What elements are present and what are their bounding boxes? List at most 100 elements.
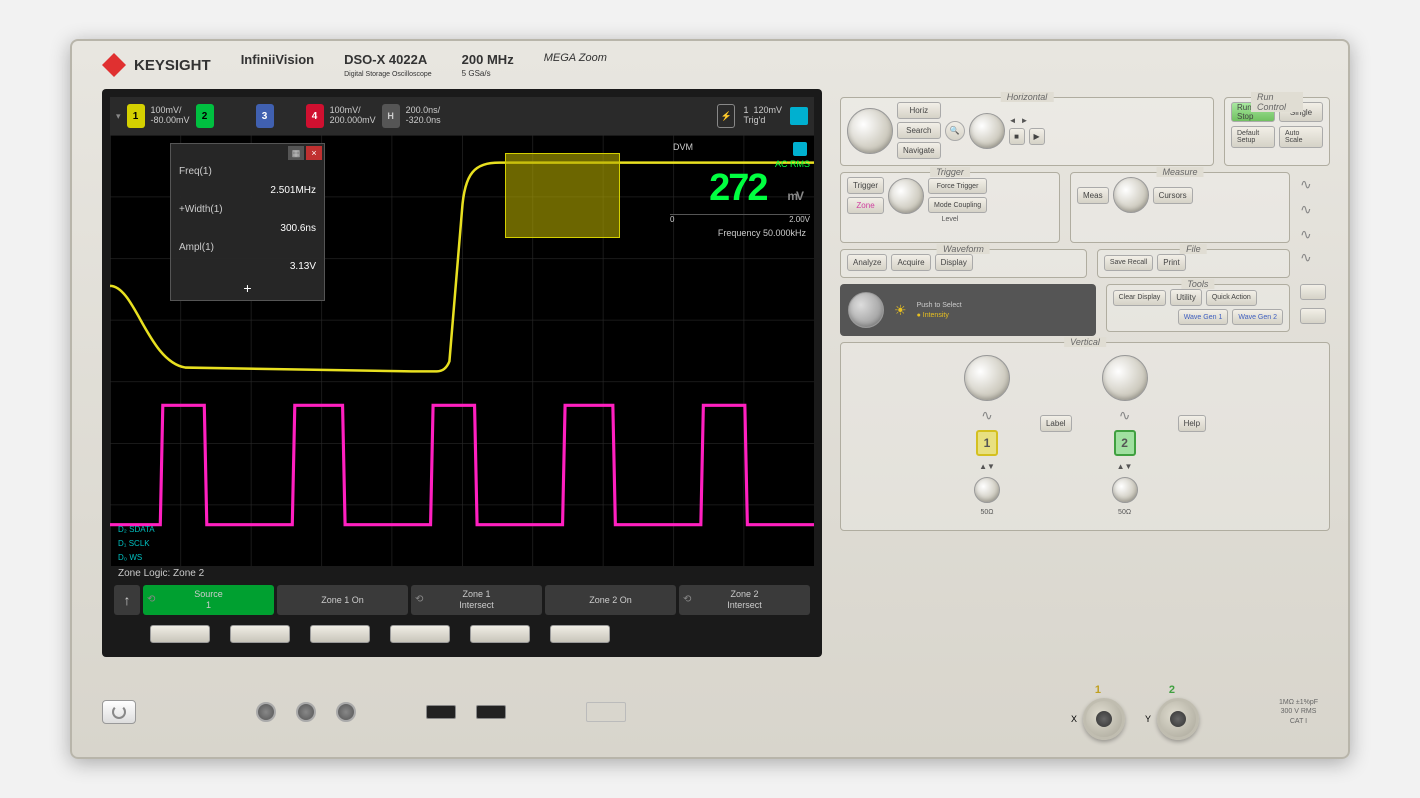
intensity-knob[interactable]	[848, 292, 884, 328]
softkey-zone2-on[interactable]: Zone 2 On	[545, 585, 676, 615]
cursors-button[interactable]: Cursors	[1153, 187, 1193, 204]
y-label: Y	[1145, 714, 1151, 724]
mode-coupling-button[interactable]: Mode Coupling	[928, 197, 987, 213]
zone-button[interactable]: Zone	[847, 197, 884, 214]
horiz-badge[interactable]: H	[382, 104, 400, 128]
ch1-scale-knob[interactable]	[964, 355, 1010, 401]
aux-button[interactable]	[1300, 308, 1326, 324]
meas-add-button[interactable]: +	[171, 276, 324, 300]
wave-icon: ∿	[981, 407, 993, 424]
ch1-input: 1 X	[1071, 684, 1125, 740]
trigger-level-knob[interactable]	[888, 178, 924, 214]
trigger-button[interactable]: Trigger	[847, 177, 884, 194]
analyze-button[interactable]: Analyze	[847, 254, 887, 271]
search-button[interactable]: Search	[897, 122, 941, 139]
softkey-zone1-on[interactable]: Zone 1 On	[277, 585, 408, 615]
meas-row: Freq(1)	[171, 162, 324, 181]
ch1-label: 1	[1095, 684, 1101, 696]
digital-labels: D₂ SDATA D₁ SCLK D₀ WS	[118, 522, 155, 564]
measurements-panel[interactable]: ▦ × Freq(1) 2.501MHz +Width(1) 300.6ns A…	[170, 143, 325, 301]
meas-name: Ampl(1)	[179, 241, 214, 254]
display-button[interactable]: Display	[935, 254, 973, 271]
ch3-badge[interactable]: 3	[256, 104, 274, 128]
hardkey[interactable]	[550, 625, 610, 643]
softkey-zone2-mode[interactable]: ⟲Zone 2Intersect	[679, 585, 810, 615]
measure-knob[interactable]	[1113, 177, 1149, 213]
file-section: File Save RecallPrint	[1097, 249, 1290, 278]
hardkey[interactable]	[310, 625, 370, 643]
nav-next-icon[interactable]: ►	[1021, 116, 1029, 125]
softkey-zone1-mode[interactable]: ⟲Zone 1Intersect	[411, 585, 542, 615]
dvm-icon[interactable]	[793, 142, 807, 156]
wavegen2-button[interactable]: Wave Gen 2	[1232, 309, 1283, 325]
ch1-pos-knob[interactable]	[974, 477, 1000, 503]
help-button[interactable]: Help	[1178, 415, 1206, 432]
model-subtitle: Digital Storage Oscilloscope	[344, 71, 432, 78]
power-button[interactable]	[102, 700, 136, 724]
force-trigger-button[interactable]: Force Trigger	[928, 178, 987, 194]
ch1-bnc[interactable]	[1083, 698, 1125, 740]
aux-port[interactable]	[256, 702, 276, 722]
usb-port[interactable]	[426, 705, 456, 719]
card-slot[interactable]	[586, 702, 626, 722]
hardkey[interactable]	[150, 625, 210, 643]
quick-action-button[interactable]: Quick Action	[1206, 290, 1257, 306]
menu-icon[interactable]: ▾	[116, 111, 121, 122]
utility-button[interactable]: Utility	[1170, 289, 1202, 306]
aux-button[interactable]	[1300, 284, 1326, 300]
ch2-scale-knob[interactable]	[1102, 355, 1148, 401]
default-setup-button[interactable]: Default Setup	[1231, 126, 1275, 148]
brand-text: KEYSIGHT	[134, 57, 211, 74]
ch2-select-button[interactable]: 2	[1114, 430, 1136, 456]
ch4-badge[interactable]: 4	[306, 104, 324, 128]
waveform-area[interactable]: ▦ × Freq(1) 2.501MHz +Width(1) 300.6ns A…	[110, 135, 814, 566]
ch2-bnc[interactable]	[1157, 698, 1199, 740]
ch1-select-button[interactable]: 1	[976, 430, 998, 456]
aux-port[interactable]	[296, 702, 316, 722]
meas-grid-icon[interactable]: ▦	[288, 146, 304, 160]
navigate-button[interactable]: Navigate	[897, 142, 941, 159]
auto-scale-button[interactable]: Auto Scale	[1279, 126, 1323, 148]
usb-port[interactable]	[476, 705, 506, 719]
aux-port[interactable]	[336, 702, 356, 722]
softkey-back[interactable]: ↑	[114, 585, 140, 615]
cyan-indicator[interactable]	[790, 107, 808, 125]
section-title: Horizontal	[1001, 92, 1054, 102]
label-button[interactable]: Label	[1040, 415, 1072, 432]
horiz-pos-knob[interactable]	[969, 113, 1005, 149]
ch2-badge[interactable]: 2	[196, 104, 214, 128]
zoom-region[interactable]	[505, 153, 620, 238]
clear-display-button[interactable]: Clear Display	[1113, 290, 1167, 306]
wavegen1-button[interactable]: Wave Gen 1	[1178, 309, 1229, 325]
nav-prev-icon[interactable]: ◄	[1009, 116, 1017, 125]
meas-val: 2.501MHz	[270, 184, 316, 197]
nav-play-button[interactable]: ▶	[1029, 128, 1045, 145]
section-title: Trigger	[930, 167, 970, 177]
ch2-pos-knob[interactable]	[1112, 477, 1138, 503]
series-name: InfiniiVision	[241, 52, 314, 67]
meas-row: Ampl(1)	[171, 238, 324, 257]
hardkey[interactable]	[230, 625, 290, 643]
meas-close-icon[interactable]: ×	[306, 146, 322, 160]
horiz-button[interactable]: Horiz	[897, 102, 941, 119]
horiz-scale-knob[interactable]	[847, 108, 893, 154]
hardkey[interactable]	[390, 625, 450, 643]
wave-icon: ∿	[1300, 249, 1330, 266]
zoom-button[interactable]: 🔍	[945, 121, 965, 141]
nav-stop-button[interactable]: ■	[1009, 128, 1025, 145]
trig-ch: 1	[743, 105, 748, 115]
dvm-freq-label: Frequency	[718, 228, 761, 238]
zone-title: Zone Logic: Zone 2	[110, 566, 814, 581]
ch1-badge[interactable]: 1	[127, 104, 145, 128]
trig-badge[interactable]: ⚡	[717, 104, 735, 128]
meas-button[interactable]: Meas	[1077, 187, 1109, 204]
save-recall-button[interactable]: Save Recall	[1104, 255, 1153, 271]
acquire-button[interactable]: Acquire	[891, 254, 930, 271]
intensity-icon: ☀	[894, 302, 907, 319]
screen[interactable]: ▾ 1 100mV/ -80.00mV 2 3 4 100mV/ 200.000…	[110, 97, 814, 619]
hardkey[interactable]	[470, 625, 530, 643]
meas-val: 3.13V	[290, 260, 316, 273]
softkey-bar: ↑ ⟲Source1 Zone 1 On ⟲Zone 1Intersect Zo…	[110, 581, 814, 619]
softkey-source[interactable]: ⟲Source1	[143, 585, 274, 615]
print-button[interactable]: Print	[1157, 254, 1185, 271]
